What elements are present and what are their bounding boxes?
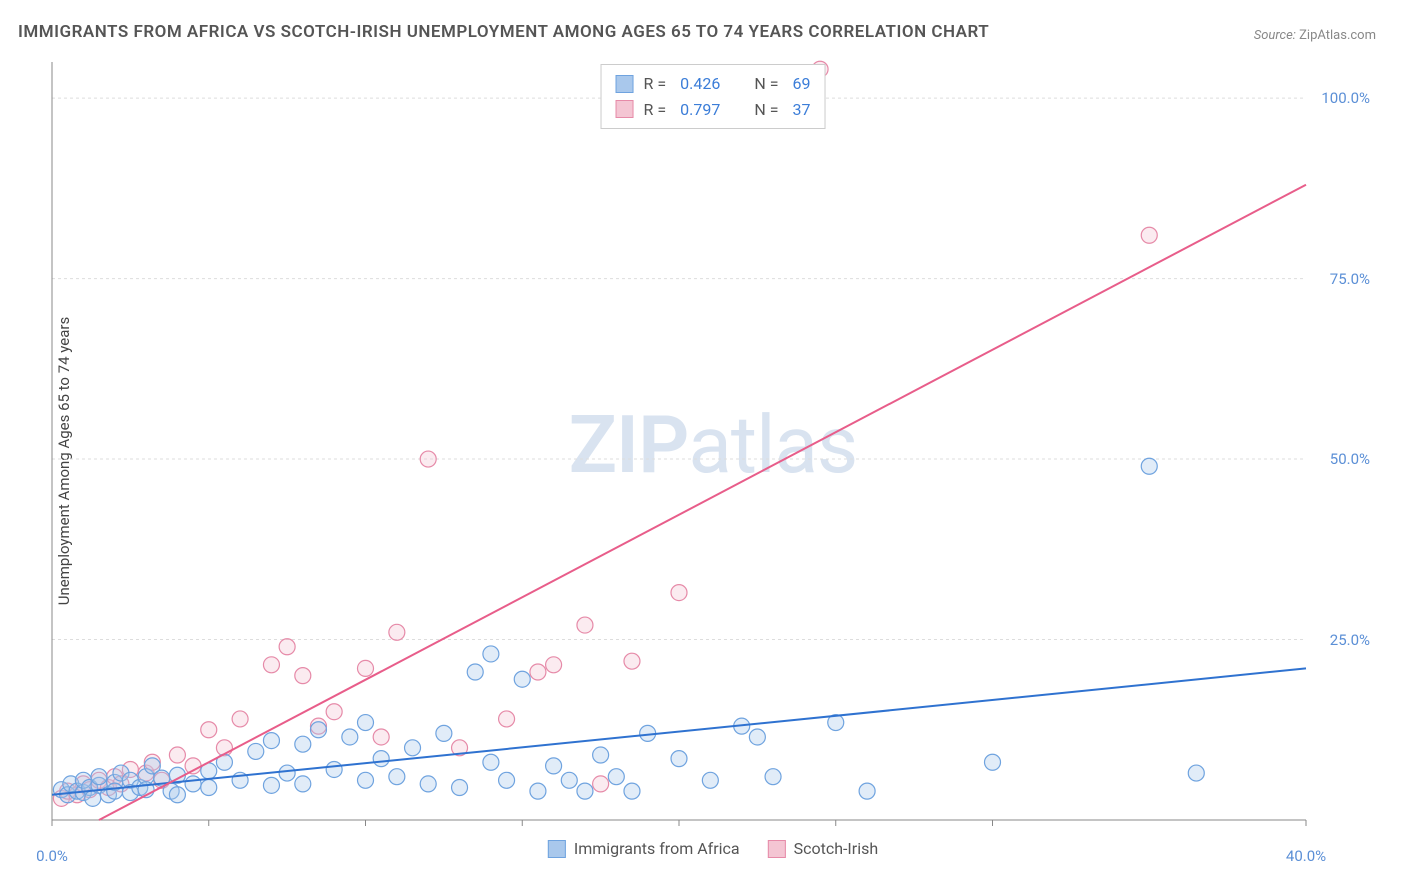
y-tick-label: 75.0% (1330, 270, 1370, 288)
n-value-series1: 69 (792, 71, 810, 97)
r-label: R = (644, 71, 667, 97)
chart-title: IMMIGRANTS FROM AFRICA VS SCOTCH-IRISH U… (18, 22, 989, 42)
y-tick-label: 50.0% (1330, 450, 1370, 468)
chart-area: Unemployment Among Ages 65 to 74 years Z… (50, 60, 1376, 862)
y-tick-label: 100.0% (1321, 89, 1370, 107)
n-label: N = (754, 71, 778, 97)
legend-item-series1: Immigrants from Africa (548, 839, 740, 858)
swatch-series1 (548, 840, 566, 858)
swatch-series2 (616, 100, 634, 118)
x-tick-label: 40.0% (1286, 847, 1326, 865)
stats-row-series2: R = 0.797 N = 37 (616, 97, 811, 123)
scatter-plot (50, 60, 1376, 862)
source-label: Source: (1254, 28, 1296, 43)
swatch-series2 (768, 840, 786, 858)
legend-label-series1: Immigrants from Africa (574, 839, 740, 858)
correlation-stats-box: R = 0.426 N = 69 R = 0.797 N = 37 (601, 64, 826, 129)
legend-label-series2: Scotch-Irish (794, 839, 879, 858)
r-value-series1: 0.426 (680, 71, 720, 97)
stats-row-series1: R = 0.426 N = 69 (616, 71, 811, 97)
y-tick-label: 25.0% (1330, 631, 1370, 649)
bottom-legend: Immigrants from Africa Scotch-Irish (548, 839, 878, 858)
r-label: R = (644, 97, 667, 123)
n-value-series2: 37 (792, 97, 810, 123)
swatch-series1 (616, 75, 634, 93)
x-tick-label: 0.0% (36, 847, 68, 865)
source-attribution: Source: ZipAtlas.com (1254, 28, 1376, 43)
r-value-series2: 0.797 (680, 97, 720, 123)
n-label: N = (754, 97, 778, 123)
legend-item-series2: Scotch-Irish (768, 839, 879, 858)
source-value: ZipAtlas.com (1299, 28, 1376, 43)
